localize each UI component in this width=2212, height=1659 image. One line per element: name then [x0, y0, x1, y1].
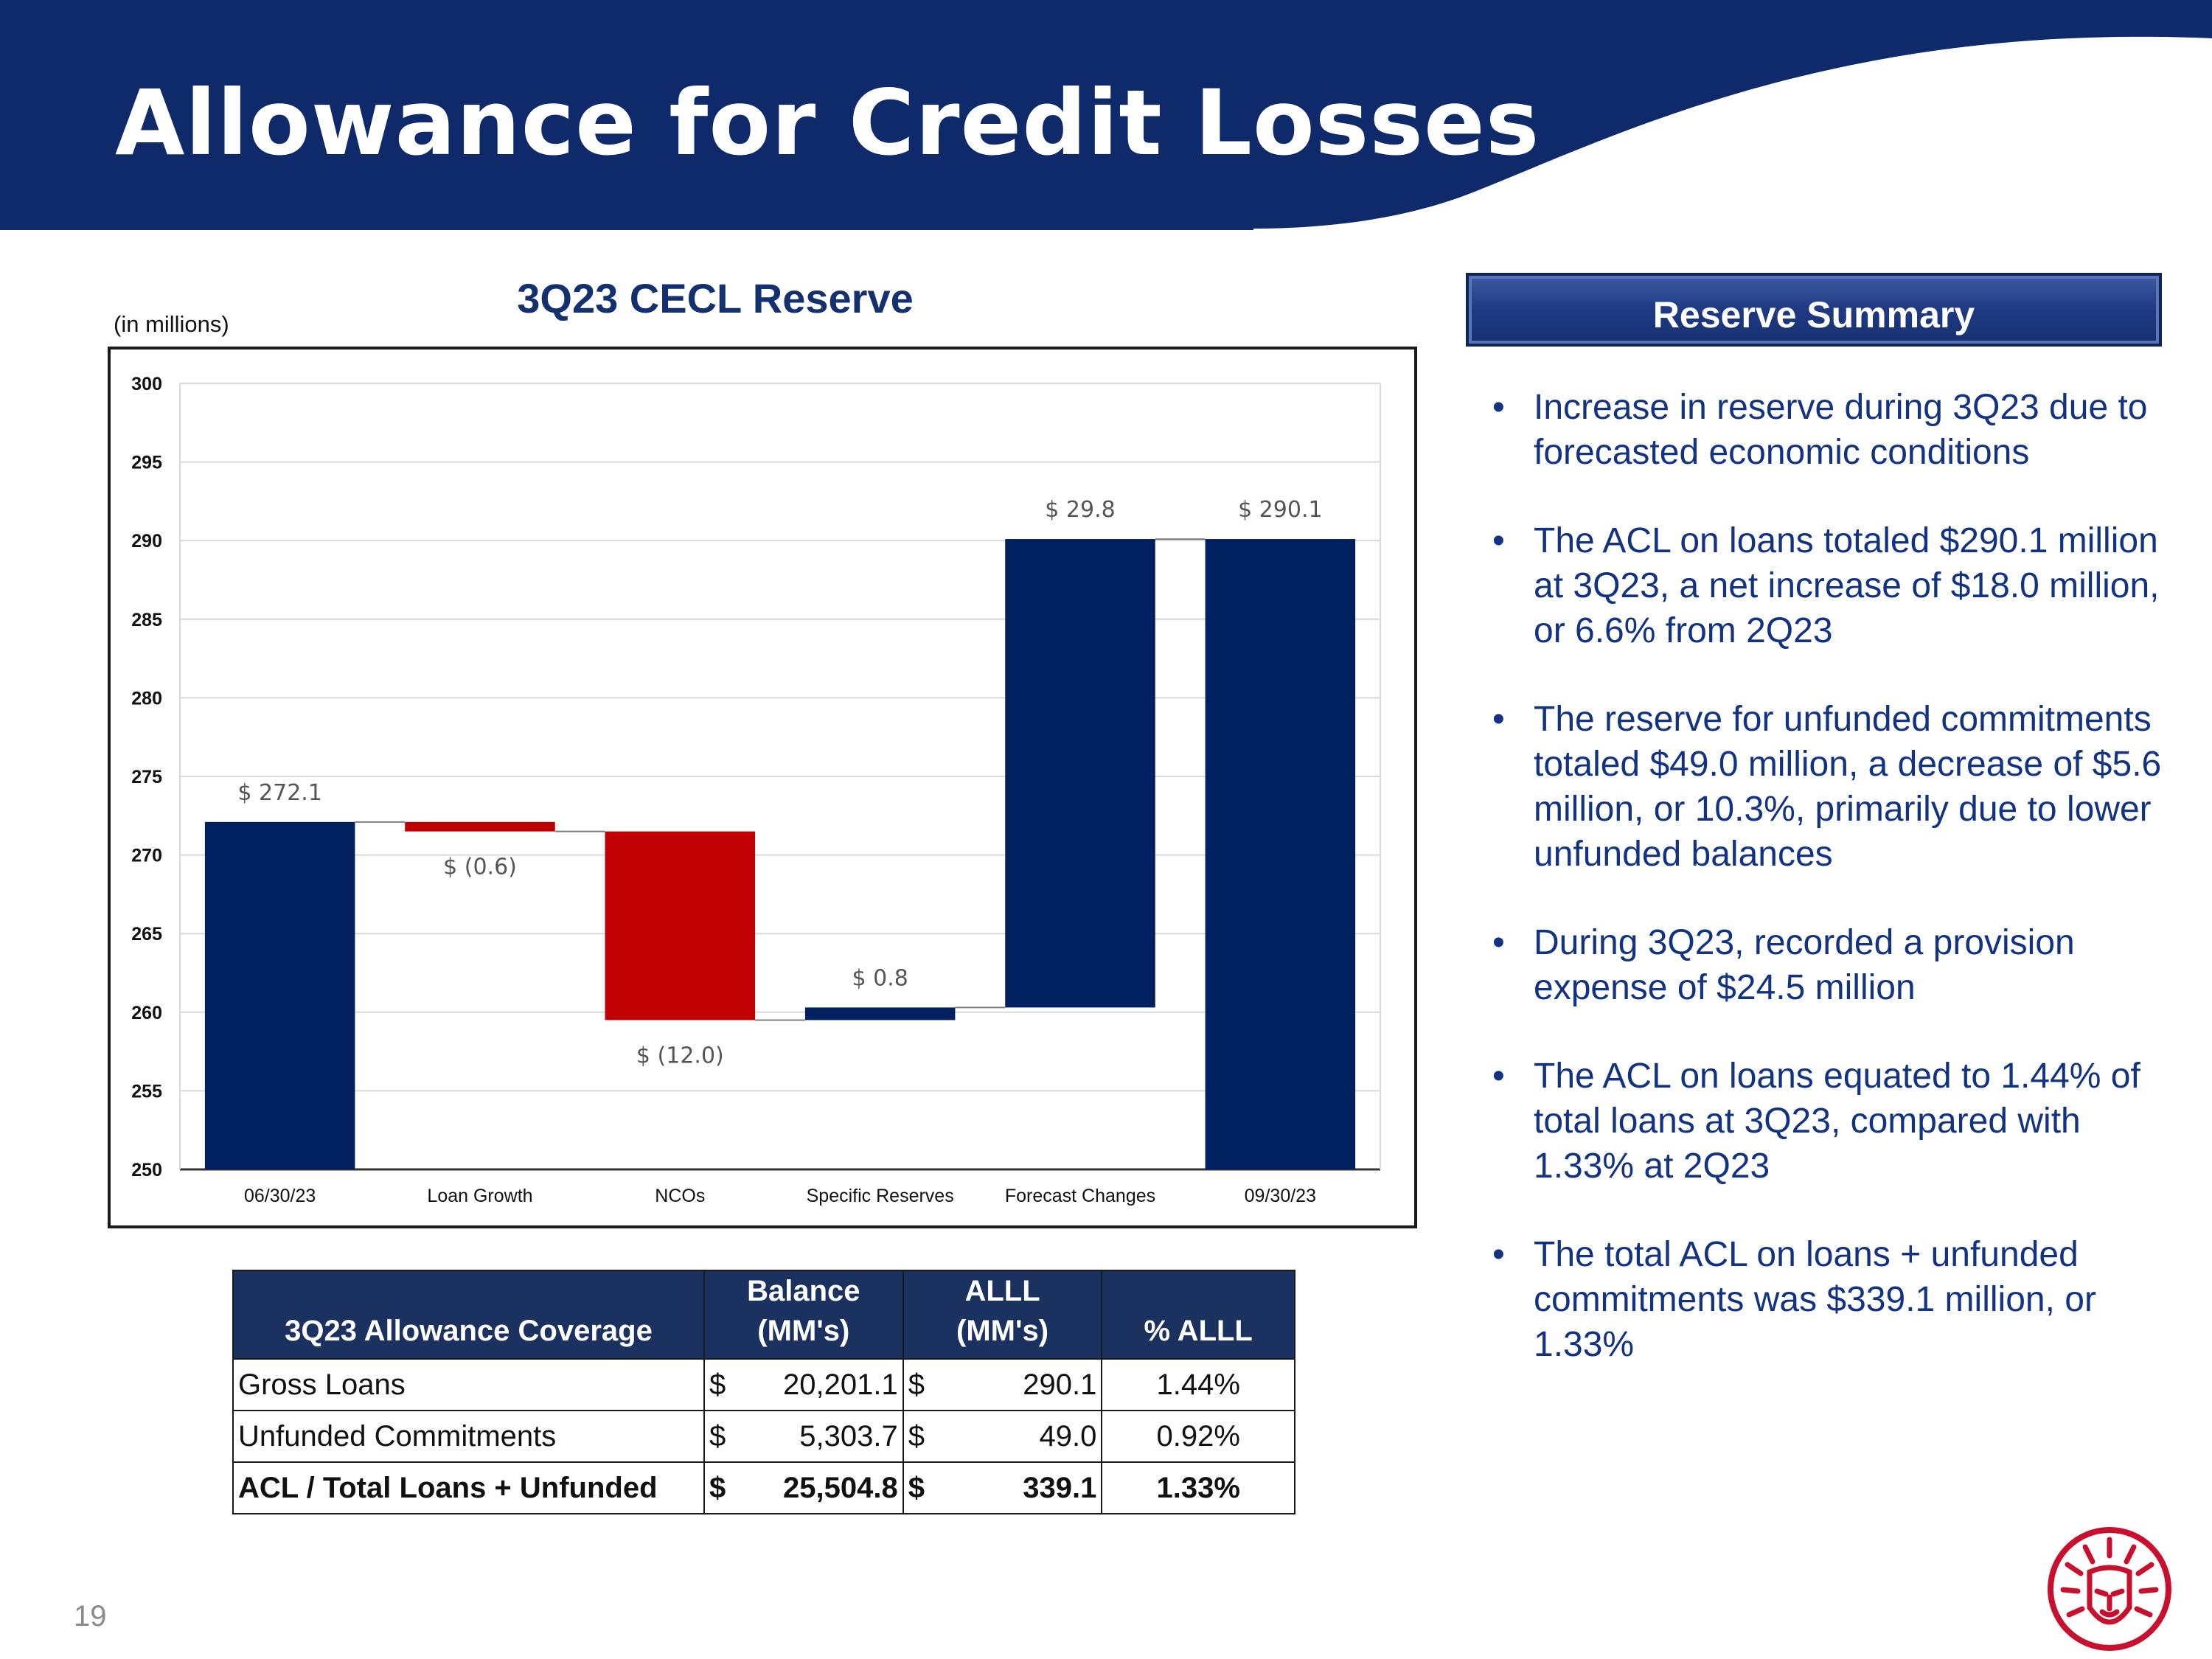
- y-tick-label: 295: [131, 453, 162, 473]
- reserve-summary-header: Reserve Summary: [1466, 273, 2162, 347]
- data-label: $ 272.1: [237, 780, 322, 806]
- row-alll: $290.1: [902, 1358, 1103, 1411]
- currency-symbol: $: [709, 1419, 726, 1453]
- bar-09-30-23: [1205, 539, 1356, 1169]
- y-tick-label: 290: [131, 531, 162, 552]
- bar-ncos: [605, 831, 756, 1020]
- summary-bullet: Increase in reserve during 3Q23 due to f…: [1492, 385, 2171, 475]
- table-row: Unfunded Commitments $5,303.7 $49.0 0.92…: [232, 1410, 1295, 1463]
- header-alll-line1: ALLL: [964, 1275, 1040, 1307]
- summary-bullet: During 3Q23, recorded a provision expens…: [1492, 920, 2171, 1010]
- chart-unit-note: (in millions): [114, 311, 229, 337]
- header-balance-line2: (MM's): [757, 1315, 850, 1347]
- bar-specific-reserves: [804, 1007, 956, 1020]
- header-banner: Allowance for Credit Losses: [0, 0, 2212, 236]
- summary-bullet: The ACL on loans equated to 1.44% of tot…: [1492, 1054, 2171, 1189]
- waterfall-chart: 250 255 260 265 270 275 280 285 290 295 300 $ 272.1…: [108, 347, 1417, 1228]
- reserve-summary-title: Reserve Summary: [1652, 294, 1975, 335]
- header-wave-shape: [0, 0, 2212, 230]
- data-label: $ (0.6): [443, 855, 517, 880]
- x-tick-label: Forecast Changes: [1005, 1186, 1155, 1206]
- x-tick-label: NCOs: [655, 1186, 705, 1206]
- x-tick-label: 06/30/23: [244, 1186, 316, 1206]
- data-label: $ 290.1: [1238, 497, 1323, 523]
- row-alll: $49.0: [902, 1410, 1103, 1463]
- row-label: ACL / Total Loans + Unfunded: [232, 1461, 705, 1514]
- header-balance-line1: Balance: [747, 1275, 860, 1307]
- summary-bullet: The ACL on loans totaled $290.1 million …: [1492, 518, 2171, 653]
- chart-title: 3Q23 CECL Reserve: [517, 275, 914, 321]
- y-tick-label: 300: [131, 374, 162, 394]
- y-tick-label: 275: [131, 767, 162, 787]
- alll-value: 290.1: [1023, 1368, 1097, 1401]
- balance-value: 25,504.8: [783, 1471, 898, 1504]
- alll-value: 339.1: [1023, 1471, 1097, 1504]
- row-label: Gross Loans: [232, 1358, 705, 1411]
- header-pct-alll: % ALLL: [1101, 1270, 1295, 1360]
- balance-value: 5,303.7: [799, 1419, 898, 1453]
- y-tick-label: 280: [131, 688, 162, 709]
- page-number: 19: [74, 1600, 107, 1632]
- row-alll: $339.1: [902, 1461, 1103, 1514]
- row-balance: $20,201.1: [703, 1358, 904, 1411]
- currency-symbol: $: [709, 1471, 726, 1504]
- currency-symbol: $: [908, 1368, 925, 1401]
- balance-value: 20,201.1: [783, 1368, 898, 1401]
- row-pct: 1.44%: [1101, 1358, 1295, 1411]
- bar-06-30-23: [204, 821, 355, 1169]
- x-tick-label: Specific Reserves: [807, 1186, 954, 1206]
- table-row-total: ACL / Total Loans + Unfunded $25,504.8 $…: [232, 1461, 1295, 1514]
- summary-bullet: The total ACL on loans + unfunded commit…: [1492, 1232, 2171, 1367]
- table-header-row: 3Q23 Allowance Coverage Balance (MM's) A…: [232, 1270, 1295, 1360]
- allowance-coverage-table: 3Q23 Allowance Coverage Balance (MM's) A…: [232, 1270, 1295, 1514]
- y-tick-label: 270: [131, 846, 162, 866]
- bar-forecast-changes: [1005, 539, 1155, 1008]
- y-tick-label: 265: [131, 924, 162, 945]
- data-label: $ 0.8: [852, 965, 908, 991]
- data-label: $ 29.8: [1045, 497, 1115, 523]
- row-label: Unfunded Commitments: [232, 1410, 705, 1463]
- currency-symbol: $: [908, 1419, 925, 1453]
- lion-head-icon: [2048, 1527, 2171, 1651]
- header-alll-line2: (MM's): [956, 1315, 1049, 1347]
- alll-value: 49.0: [1039, 1419, 1097, 1453]
- page-title: Allowance for Credit Losses: [115, 71, 1540, 175]
- row-balance: $25,504.8: [703, 1461, 904, 1514]
- y-tick-label: 260: [131, 1003, 162, 1023]
- reserve-summary-list: Increase in reserve during 3Q23 due to f…: [1492, 385, 2171, 1411]
- header-alll: ALLL (MM's): [902, 1270, 1103, 1360]
- row-balance: $5,303.7: [703, 1410, 904, 1463]
- row-pct: 1.33%: [1101, 1461, 1295, 1514]
- header-balance: Balance (MM's): [703, 1270, 904, 1360]
- x-tick-label: Loan Growth: [427, 1186, 532, 1206]
- y-tick-label: 255: [131, 1081, 162, 1102]
- currency-symbol: $: [908, 1471, 925, 1504]
- bar-loan-growth: [405, 821, 555, 832]
- data-label: $ (12.0): [636, 1043, 724, 1068]
- row-pct: 0.92%: [1101, 1410, 1295, 1463]
- y-tick-label: 250: [131, 1160, 162, 1180]
- header-coverage: 3Q23 Allowance Coverage: [232, 1270, 705, 1360]
- summary-bullet: The reserve for unfunded commitments tot…: [1492, 697, 2171, 877]
- table-row: Gross Loans $20,201.1 $290.1 1.44%: [232, 1358, 1295, 1411]
- y-tick-label: 285: [131, 610, 162, 630]
- x-tick-label: 09/30/23: [1245, 1186, 1316, 1206]
- currency-symbol: $: [709, 1368, 726, 1401]
- waterfall-chart-svg: 250 255 260 265 270 275 280 285 290 295 300 $ 272.1…: [131, 374, 1381, 1206]
